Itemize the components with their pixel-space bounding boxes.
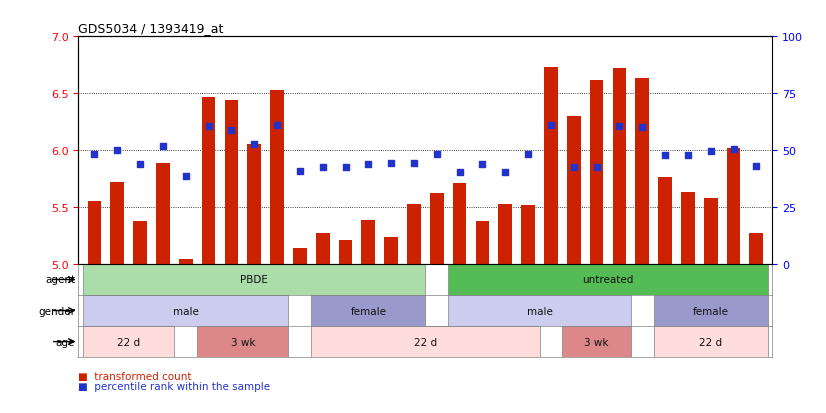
Point: [179, 173, 192, 180]
Bar: [453, 184, 467, 264]
Bar: [653, 326, 767, 357]
Bar: [430, 194, 444, 264]
Point: [88, 151, 101, 157]
Bar: [156, 163, 170, 264]
Bar: [476, 221, 489, 264]
Bar: [658, 178, 672, 264]
Point: [270, 123, 283, 129]
Text: age: age: [55, 337, 75, 347]
Text: 22 d: 22 d: [414, 337, 437, 347]
Point: [544, 123, 558, 129]
Bar: [311, 295, 425, 326]
Point: [613, 123, 626, 130]
Bar: [362, 220, 375, 264]
Bar: [225, 101, 238, 264]
Point: [248, 142, 261, 148]
Point: [658, 152, 672, 159]
Bar: [202, 97, 216, 264]
Text: agent: agent: [45, 275, 75, 285]
Point: [521, 151, 534, 157]
Bar: [339, 240, 353, 264]
Bar: [635, 79, 649, 264]
Text: ■  percentile rank within the sample: ■ percentile rank within the sample: [78, 381, 271, 391]
Bar: [449, 295, 631, 326]
Point: [430, 151, 444, 157]
Text: male: male: [526, 306, 553, 316]
Bar: [384, 237, 398, 264]
Point: [385, 160, 398, 166]
Text: 3 wk: 3 wk: [230, 337, 255, 347]
Bar: [567, 116, 581, 264]
Bar: [498, 204, 512, 264]
Bar: [521, 205, 535, 264]
Point: [111, 147, 124, 154]
Text: 3 wk: 3 wk: [584, 337, 609, 347]
Point: [134, 161, 147, 168]
Point: [202, 123, 215, 130]
Point: [225, 127, 238, 134]
Bar: [270, 90, 284, 264]
Point: [316, 164, 330, 171]
Text: female: female: [693, 306, 729, 316]
Point: [567, 164, 581, 171]
Bar: [316, 234, 330, 264]
Bar: [133, 221, 147, 264]
Bar: [563, 326, 631, 357]
Bar: [311, 326, 539, 357]
Bar: [197, 326, 288, 357]
Bar: [293, 249, 306, 264]
Bar: [83, 264, 425, 295]
Point: [156, 143, 169, 150]
Bar: [407, 204, 420, 264]
Point: [339, 164, 352, 171]
Text: 22 d: 22 d: [117, 337, 140, 347]
Text: PBDE: PBDE: [240, 275, 268, 285]
Point: [704, 149, 717, 155]
Bar: [681, 193, 695, 264]
Point: [636, 125, 649, 131]
Bar: [749, 234, 763, 264]
Point: [407, 160, 420, 166]
Bar: [88, 202, 102, 264]
Bar: [727, 149, 740, 264]
Point: [362, 161, 375, 168]
Text: ■  transformed count: ■ transformed count: [78, 371, 192, 381]
Bar: [111, 183, 124, 264]
Point: [750, 163, 763, 170]
Bar: [544, 68, 558, 264]
Bar: [83, 326, 174, 357]
Point: [293, 168, 306, 175]
Point: [681, 152, 695, 159]
Bar: [653, 295, 767, 326]
Text: gender: gender: [38, 306, 75, 316]
Bar: [179, 260, 192, 264]
Point: [453, 169, 466, 176]
Point: [727, 146, 740, 153]
Bar: [590, 80, 604, 264]
Point: [499, 169, 512, 176]
Text: male: male: [173, 306, 199, 316]
Text: 22 d: 22 d: [699, 337, 722, 347]
Bar: [613, 69, 626, 264]
Bar: [247, 145, 261, 264]
Text: female: female: [350, 306, 387, 316]
Bar: [704, 198, 718, 264]
Point: [590, 164, 603, 171]
Point: [476, 161, 489, 168]
Bar: [449, 264, 767, 295]
Text: untreated: untreated: [582, 275, 634, 285]
Text: GDS5034 / 1393419_at: GDS5034 / 1393419_at: [78, 22, 224, 35]
Bar: [83, 295, 288, 326]
